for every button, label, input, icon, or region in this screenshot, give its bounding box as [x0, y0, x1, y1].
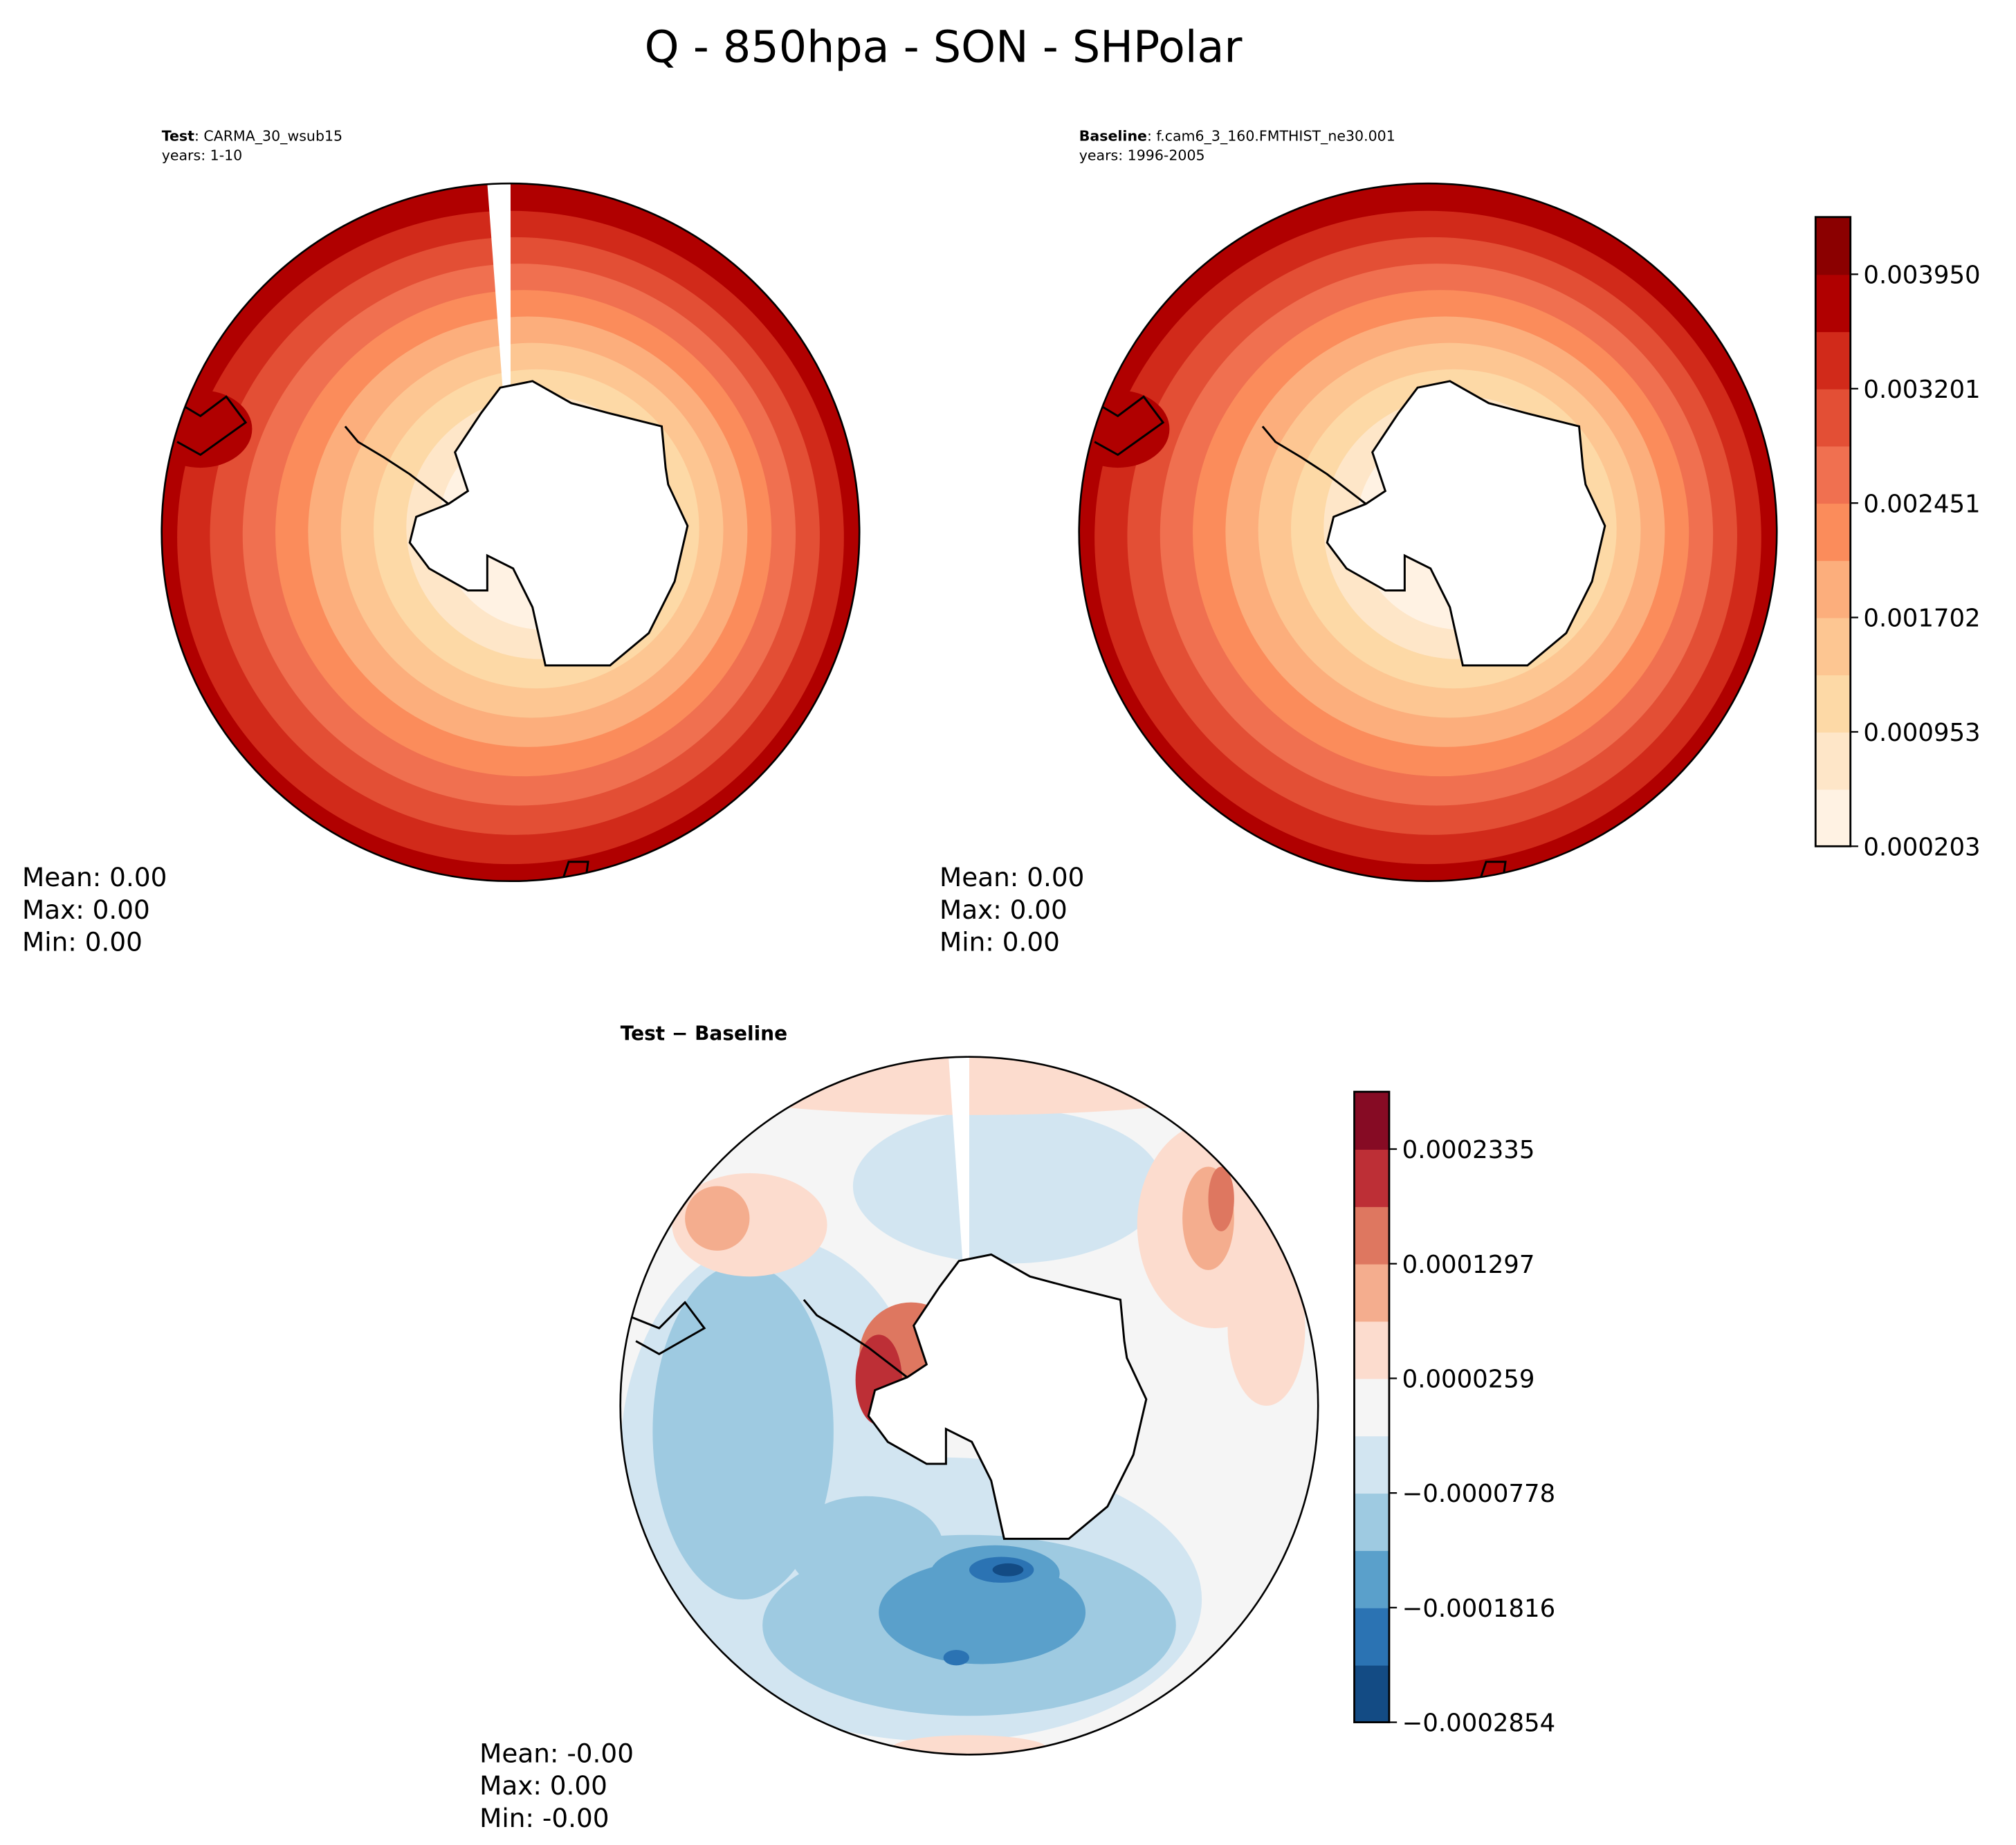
colorbar-diff-band	[1354, 1263, 1389, 1322]
coastline-peninsula	[1261, 425, 1367, 505]
colorbar-main-band	[1815, 503, 1851, 561]
figure-title: Q - 850hpa - SON - SHPolar	[645, 21, 1243, 73]
colorbar-main-band	[1815, 674, 1851, 733]
diff-max: Max: 0.00	[479, 1770, 607, 1801]
contour-bands	[1079, 183, 1777, 881]
difference-map	[619, 1056, 1319, 1756]
colorbar-main-band	[1815, 446, 1851, 504]
baseline-label-bold: Baseline	[1079, 128, 1147, 145]
colorbar-diff: −0.0002854 −0.0001816 −0.0000778 0.0000259 0…	[1353, 1090, 1556, 1738]
coastline-australia	[561, 861, 589, 881]
colorbar-diff-band	[1354, 1149, 1389, 1207]
colorbar-diff-band	[1354, 1092, 1389, 1150]
map-boundary	[619, 1056, 1319, 1756]
baseline-map	[1078, 182, 1778, 883]
land-mask	[410, 380, 688, 666]
contour-region	[992, 1563, 1024, 1577]
map-boundary	[1078, 182, 1778, 883]
colorbar-diff-tick-label: −0.0000778	[1402, 1480, 1556, 1508]
colorbar-main-tick-label: 0.003950	[1863, 261, 1980, 290]
colorbar-main-band	[1815, 331, 1851, 389]
contour-region	[685, 1186, 750, 1251]
contour-region	[1227, 1250, 1305, 1406]
land-mask	[1327, 380, 1605, 666]
baseline-mean: Mean: 0.00	[940, 862, 1084, 892]
coastline-peninsula	[344, 425, 450, 505]
contour-region	[852, 1108, 1164, 1264]
test-years: years: 1-10	[162, 147, 243, 164]
colorbar-diff-tick-label: 0.0001297	[1402, 1251, 1535, 1279]
colorbar-main-frame	[1814, 216, 1852, 847]
colorbar-main-band	[1815, 789, 1851, 847]
baseline-label: Baseline: f.cam6_3_160.FMTHIST_ne30.001	[1079, 128, 1395, 145]
map-boundary	[161, 182, 861, 883]
colorbar-main-band	[1815, 617, 1851, 676]
test-mean: Mean: 0.00	[22, 862, 167, 892]
contour-region	[652, 1263, 834, 1600]
coastline-peninsula	[803, 1298, 908, 1379]
colorbar-main-band	[1815, 731, 1851, 790]
colorbar-diff-tick-label: 0.0002335	[1402, 1136, 1535, 1164]
colorbar-main-band	[1815, 274, 1851, 333]
colorbar-diff-band	[1354, 1321, 1389, 1379]
diff-min: Min: -0.00	[479, 1803, 609, 1833]
colorbar-diff-band	[1354, 1664, 1389, 1723]
contour-bands	[161, 183, 860, 881]
test-label: Test: CARMA_30_wsub15	[162, 128, 342, 145]
colorbar-main-band	[1815, 560, 1851, 618]
colorbar-main-tick-label: 0.000203	[1863, 833, 1980, 861]
colorbar-diff-band	[1354, 1206, 1389, 1265]
coastline-south-america	[1085, 395, 1165, 457]
colorbar-main-tick-label: 0.002451	[1863, 490, 1980, 518]
baseline-years: years: 1996-2005	[1079, 147, 1205, 164]
test-max: Max: 0.00	[22, 894, 150, 925]
colorbar-main-band	[1815, 388, 1851, 447]
coastline-south-america	[626, 1301, 706, 1356]
contour-region	[943, 1649, 969, 1666]
contour-bands	[620, 1056, 1319, 1755]
colorbar-main: 0.000203 0.000953 0.001702 0.002451 0.003201…	[1814, 216, 1981, 861]
colorbar-main-tick-label: 0.000953	[1863, 719, 1980, 747]
contour-region	[1208, 1166, 1234, 1231]
contour-region	[788, 1496, 944, 1600]
contour-region	[891, 1735, 1047, 1755]
colorbar-main-tick-label: 0.003201	[1863, 376, 1980, 404]
colorbar-diff-band	[1354, 1435, 1389, 1494]
colorbar-diff-band	[1354, 1378, 1389, 1437]
baseline-label-case: : f.cam6_3_160.FMTHIST_ne30.001	[1147, 128, 1395, 145]
baseline-min: Min: 0.00	[940, 927, 1060, 957]
colorbar-main-band	[1815, 217, 1851, 275]
coastline-australia	[1478, 861, 1507, 881]
colorbar-diff-band	[1354, 1607, 1389, 1666]
colorbar-diff-band	[1354, 1493, 1389, 1551]
test-min: Min: 0.00	[22, 927, 143, 957]
colorbar-diff-tick-label: 0.0000259	[1402, 1366, 1535, 1394]
data-gap	[949, 1056, 969, 1264]
coastline-south-america	[167, 395, 248, 457]
colorbar-diff-tick-label: −0.0002854	[1402, 1709, 1556, 1738]
colorbar-diff-band	[1354, 1550, 1389, 1608]
diff-title: Test − Baseline	[621, 1022, 787, 1045]
data-gap	[487, 183, 511, 391]
test-label-case: : CARMA_30_wsub15	[194, 128, 342, 145]
test-label-bold: Test	[162, 128, 194, 145]
baseline-max: Max: 0.00	[940, 894, 1067, 925]
colorbar-diff-frame	[1353, 1090, 1391, 1723]
diff-mean: Mean: -0.00	[479, 1738, 634, 1768]
colorbar-main-tick-label: 0.001702	[1863, 605, 1980, 633]
colorbar-diff-tick-label: −0.0001816	[1402, 1595, 1556, 1623]
land-mask	[868, 1254, 1146, 1539]
test-map	[161, 182, 861, 883]
